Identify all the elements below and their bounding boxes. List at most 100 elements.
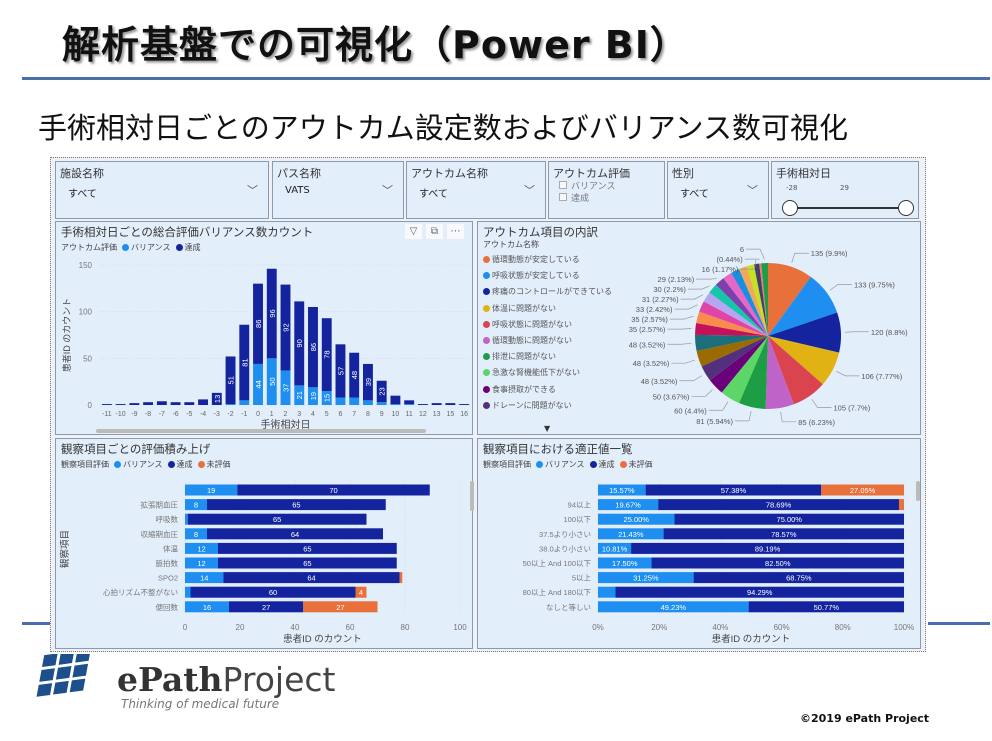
- bar-segment: [598, 557, 652, 569]
- legend-scroll-down-icon[interactable]: ▼: [544, 424, 551, 433]
- leader-line: [746, 248, 765, 260]
- legend-item-variance[interactable]: バリアンス: [536, 459, 585, 470]
- filter-icon[interactable]: ▽: [405, 224, 422, 239]
- legend-item[interactable]: 呼吸状態が安定している: [483, 270, 580, 281]
- data-label: (0.44%): [716, 255, 743, 264]
- data-label: 25.00%: [624, 515, 650, 524]
- x-tick-label: -5: [186, 411, 192, 418]
- x-tick-label: 2: [284, 411, 288, 418]
- checkbox-achieved[interactable]: 達成: [559, 191, 615, 204]
- data-label: 17.50%: [612, 559, 638, 568]
- scrollbar[interactable]: [916, 481, 920, 501]
- legend-dot: [483, 288, 490, 296]
- y-tick-label: 150: [79, 261, 93, 270]
- chevron-down-icon[interactable]: ﹀: [524, 184, 535, 197]
- filter-label: 性別: [672, 167, 694, 180]
- legend-item-variance[interactable]: バリアンス: [122, 242, 171, 253]
- data-label: 57: [336, 367, 345, 375]
- legend-item-achieved[interactable]: 達成: [589, 459, 615, 470]
- bar-segment: [651, 557, 904, 569]
- data-label: 81 (5.94%): [696, 417, 733, 426]
- checkbox-variance[interactable]: バリアンス: [559, 179, 615, 192]
- data-label: 60: [269, 588, 277, 597]
- data-label: 94.29%: [747, 588, 773, 597]
- x-tick-label: -2: [227, 411, 233, 418]
- legend-item[interactable]: ドレーンに問題がない: [483, 400, 572, 411]
- legend-item[interactable]: 体温に問題がない: [483, 303, 556, 314]
- chevron-down-icon[interactable]: ﹀: [247, 184, 258, 197]
- bar-segment: [898, 499, 904, 511]
- bar-segment-variance: [349, 397, 360, 405]
- title-divider: [22, 77, 990, 80]
- bar-segment-achieved: [266, 268, 277, 359]
- filter-path[interactable]: パス名称 VATS ﹀: [272, 161, 404, 219]
- filter-outcome-eval: アウトカム評価 バリアンス 達成: [548, 161, 665, 219]
- data-label: 65: [273, 515, 281, 524]
- legend-item-achieved[interactable]: 達成: [175, 242, 201, 253]
- legend-item[interactable]: 循環動態に問題がない: [483, 335, 572, 346]
- filter-value: VATS: [285, 185, 310, 196]
- slider-handle-max[interactable]: [898, 200, 914, 216]
- x-tick-label: -1: [241, 411, 247, 418]
- data-label: 135 (9.9%): [811, 249, 848, 258]
- pie-slice: [739, 266, 768, 336]
- legend-item[interactable]: 循環動態が安定している: [483, 254, 580, 265]
- slider-handle-min[interactable]: [782, 200, 798, 216]
- x-tick-label: 15: [446, 411, 454, 418]
- data-label: 86: [309, 343, 318, 351]
- bar-segment-variance: [362, 400, 373, 405]
- y-tick-label: 便回数: [156, 602, 179, 612]
- pie-slice: [768, 263, 811, 336]
- data-label: 48 (3.52%): [641, 377, 678, 386]
- y-tick-label: 5以上: [572, 574, 592, 583]
- filter-facility[interactable]: 施設名称 すべて ﹀: [55, 161, 269, 219]
- stacked-bar-chart: 0 20 40 60 80 100 19 70 拡張期血圧 8 65 呼吸数 65 収縮期血圧 8 64 体温 1…: [59, 479, 467, 645]
- x-tick-label: 11: [406, 411, 413, 418]
- legend-title: アウトカム評価: [61, 243, 117, 252]
- x-tick-label: 5: [325, 411, 329, 418]
- legend-item-achieved[interactable]: 達成: [167, 459, 193, 470]
- pie-slice: [715, 278, 768, 336]
- data-label: 30 (2.2%): [653, 285, 686, 294]
- chevron-down-icon[interactable]: ﹀: [747, 184, 758, 197]
- pie-chart: 135 (9.9%) 133 (9.75%) 120 (8.8%) 106 (7.77…: [629, 245, 908, 427]
- bar-segment-achieved: [321, 318, 332, 391]
- more-options-icon[interactable]: ⋯: [447, 224, 464, 239]
- legend-item-unevaluated[interactable]: 未評価: [197, 459, 231, 470]
- x-tick-label: 0: [256, 411, 260, 418]
- x-tick-label: -9: [131, 411, 137, 418]
- legend-item-unevaluated[interactable]: 未評価: [619, 459, 653, 470]
- data-label: 133 (9.75%): [854, 280, 895, 289]
- legend-item[interactable]: 疼痛のコントロールができている: [483, 286, 612, 297]
- filter-gender[interactable]: 性別 すべて ﹀: [667, 161, 769, 219]
- bar-segment: [237, 484, 430, 496]
- data-label: 6: [740, 245, 744, 254]
- chart-variance-by-day: 手術相対日ごとの総合評価バリアンス数カウント ▽ ⧉ ⋯ アウトカム評価 バリアンス…: [55, 221, 473, 435]
- bar-segment-achieved: [156, 401, 167, 405]
- x-tick-label: 20: [236, 623, 245, 632]
- bar-segment: [185, 499, 207, 511]
- bar-segment: [693, 572, 904, 584]
- legend-item[interactable]: 排泄に問題がない: [483, 351, 556, 362]
- legend-item[interactable]: 呼吸状態に問題がない: [483, 319, 572, 330]
- scrollbar[interactable]: [470, 481, 474, 511]
- focus-mode-icon[interactable]: ⧉: [426, 224, 443, 239]
- x-axis-title: 手術相対日: [261, 418, 311, 431]
- legend-label: 疼痛のコントロールができている: [492, 287, 612, 297]
- chart-title: 手術相対日ごとの総合評価バリアンス数カウント: [61, 225, 314, 239]
- legend-item[interactable]: 急激な腎機能低下がない: [483, 367, 580, 378]
- legend-item-variance[interactable]: バリアンス: [114, 459, 163, 470]
- legend-title: 観察項目評価: [483, 460, 531, 469]
- chart-legend: アウトカム評価 バリアンス 達成: [61, 242, 201, 253]
- bar-segment-variance: [253, 363, 263, 405]
- bar-segment-achieved: [335, 344, 346, 398]
- chevron-down-icon[interactable]: ﹀: [382, 184, 393, 197]
- bar-segment: [207, 499, 386, 511]
- slider-track: [790, 207, 908, 209]
- filter-outcome-name[interactable]: アウトカム名称 すべて ﹀: [406, 161, 546, 219]
- bar-segment: [399, 572, 403, 584]
- legend-item[interactable]: 食事摂取ができる: [483, 384, 556, 395]
- legend-label: 循環動態に問題がない: [492, 336, 572, 345]
- data-label: 19: [207, 486, 215, 495]
- pie-slice: [753, 263, 768, 336]
